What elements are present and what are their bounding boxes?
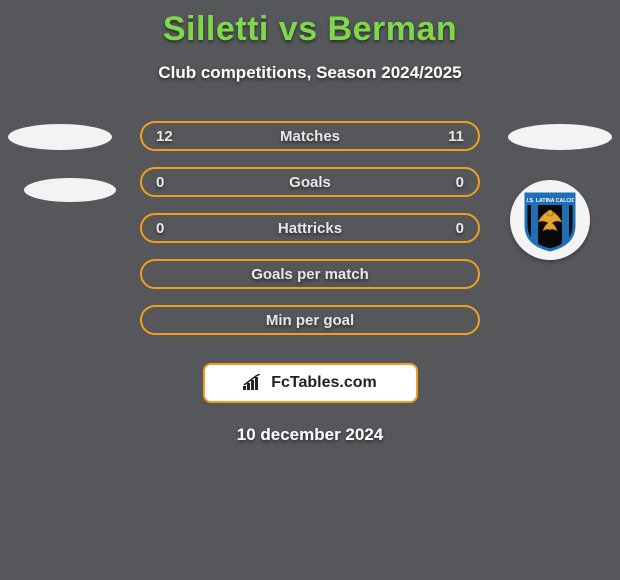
bar-chart-icon [243, 374, 265, 392]
club-crest: U.S. LATINA CALCIO [510, 180, 590, 260]
stat-row-goals-per-match: Goals per match [140, 259, 480, 289]
source-badge[interactable]: FcTables.com [203, 363, 418, 403]
stat-label: Goals per match [182, 266, 438, 283]
avatar-placeholder-right-1 [508, 124, 612, 150]
stat-row-min-per-goal: Min per goal [140, 305, 480, 335]
stat-label: Min per goal [182, 312, 438, 329]
stat-right: 0 [438, 220, 464, 237]
stat-row-goals: 0 Goals 0 [140, 167, 480, 197]
stat-label: Matches [182, 128, 438, 145]
subtitle: Club competitions, Season 2024/2025 [0, 63, 620, 83]
stat-left: 0 [156, 174, 182, 191]
source-badge-text: FcTables.com [271, 374, 377, 392]
stat-left: 12 [156, 128, 182, 145]
crest-top-text: U.S. LATINA CALCIO [524, 198, 575, 204]
stat-left: 0 [156, 220, 182, 237]
stat-row-hattricks: 0 Hattricks 0 [140, 213, 480, 243]
stat-label: Hattricks [182, 220, 438, 237]
stat-label: Goals [182, 174, 438, 191]
stat-right: 0 [438, 174, 464, 191]
club-crest-svg: U.S. LATINA CALCIO [516, 186, 584, 254]
date-text: 10 december 2024 [0, 425, 620, 445]
avatar-placeholder-left-1 [8, 124, 112, 150]
avatar-placeholder-left-2 [24, 178, 116, 202]
stat-row-matches: 12 Matches 11 [140, 121, 480, 151]
page-title: Silletti vs Berman [0, 0, 620, 49]
stat-right: 11 [438, 128, 464, 145]
